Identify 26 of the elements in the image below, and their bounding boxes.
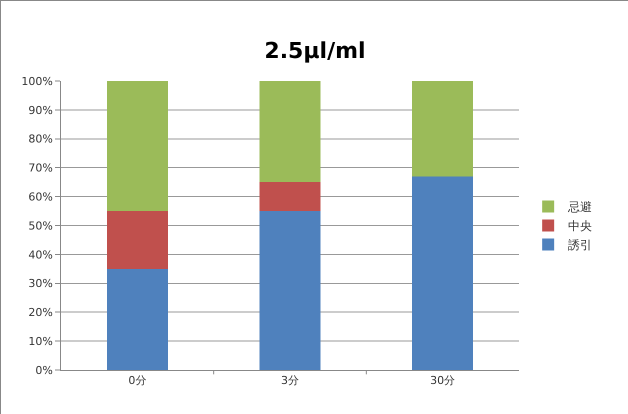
bar (412, 81, 474, 176)
x-tick-label: 30分 (430, 374, 456, 388)
legend-label: 忌避 (567, 200, 592, 214)
bar (259, 211, 321, 370)
bar (259, 182, 321, 212)
y-tick-label: 0% (35, 364, 53, 377)
y-tick-label: 100% (21, 74, 53, 88)
y-tick-label: 20% (28, 306, 53, 320)
legend-label: 誘引 (568, 238, 592, 252)
chart-title: 2.5µl/ml (264, 38, 366, 64)
bar (259, 81, 321, 182)
bar (106, 81, 168, 212)
legend-label: 中央 (568, 219, 592, 234)
y-tick-label: 40% (28, 248, 53, 262)
bar (106, 268, 168, 370)
y-tick-label: 60% (28, 190, 53, 204)
y-tick-label: 90% (28, 104, 53, 117)
x-tick-label: 0分 (128, 374, 146, 388)
y-tick-label: 50% (28, 219, 53, 232)
bar (106, 211, 168, 269)
x-tick-label: 3分 (281, 374, 299, 388)
y-tick-label: 80% (28, 132, 53, 146)
bar (412, 176, 474, 370)
y-tick-label: 30% (28, 277, 53, 290)
y-tick-label: 10% (28, 334, 53, 348)
y-tick-label: 70% (28, 162, 53, 175)
